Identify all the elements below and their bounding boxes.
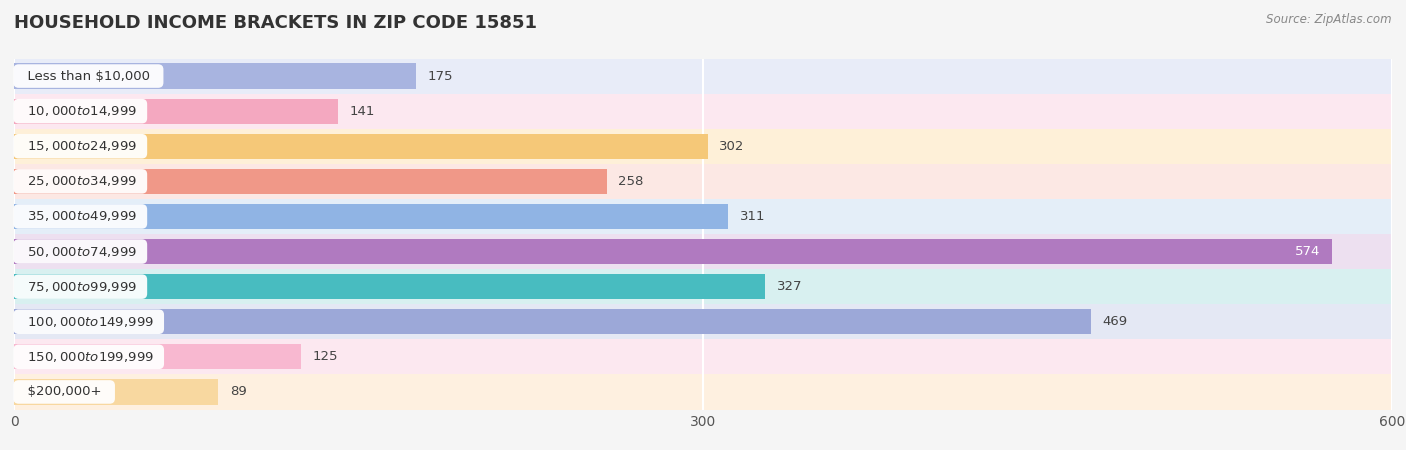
Bar — [14, 134, 707, 159]
Text: $10,000 to $14,999: $10,000 to $14,999 — [18, 104, 142, 118]
Text: 141: 141 — [349, 105, 375, 117]
Bar — [14, 274, 765, 299]
Bar — [14, 309, 1091, 334]
Text: 125: 125 — [312, 351, 337, 363]
Bar — [14, 339, 1392, 374]
Bar — [14, 234, 1392, 269]
Text: $100,000 to $149,999: $100,000 to $149,999 — [18, 315, 159, 329]
Bar — [14, 63, 416, 89]
Bar — [14, 129, 1392, 164]
Bar — [14, 99, 337, 124]
Bar — [14, 169, 606, 194]
Text: 258: 258 — [619, 175, 644, 188]
Text: $200,000+: $200,000+ — [18, 386, 110, 398]
Bar — [14, 94, 1392, 129]
Text: $50,000 to $74,999: $50,000 to $74,999 — [18, 244, 142, 259]
Text: 469: 469 — [1102, 315, 1128, 328]
Text: Source: ZipAtlas.com: Source: ZipAtlas.com — [1267, 14, 1392, 27]
Bar — [14, 204, 728, 229]
Text: HOUSEHOLD INCOME BRACKETS IN ZIP CODE 15851: HOUSEHOLD INCOME BRACKETS IN ZIP CODE 15… — [14, 14, 537, 32]
Text: 327: 327 — [776, 280, 801, 293]
Text: $75,000 to $99,999: $75,000 to $99,999 — [18, 279, 142, 294]
Text: 89: 89 — [231, 386, 246, 398]
Text: Less than $10,000: Less than $10,000 — [18, 70, 157, 82]
Bar — [14, 164, 1392, 199]
Bar — [14, 344, 301, 369]
Text: 175: 175 — [427, 70, 453, 82]
Bar — [14, 239, 1333, 264]
Bar — [14, 58, 1392, 94]
Text: 302: 302 — [718, 140, 744, 153]
Bar — [14, 304, 1392, 339]
Text: $25,000 to $34,999: $25,000 to $34,999 — [18, 174, 142, 189]
Text: $15,000 to $24,999: $15,000 to $24,999 — [18, 139, 142, 153]
Text: $35,000 to $49,999: $35,000 to $49,999 — [18, 209, 142, 224]
Text: $150,000 to $199,999: $150,000 to $199,999 — [18, 350, 159, 364]
Bar — [14, 269, 1392, 304]
Bar — [14, 199, 1392, 234]
Bar — [14, 379, 218, 405]
Text: 311: 311 — [740, 210, 765, 223]
Text: 574: 574 — [1295, 245, 1320, 258]
Bar — [14, 374, 1392, 410]
